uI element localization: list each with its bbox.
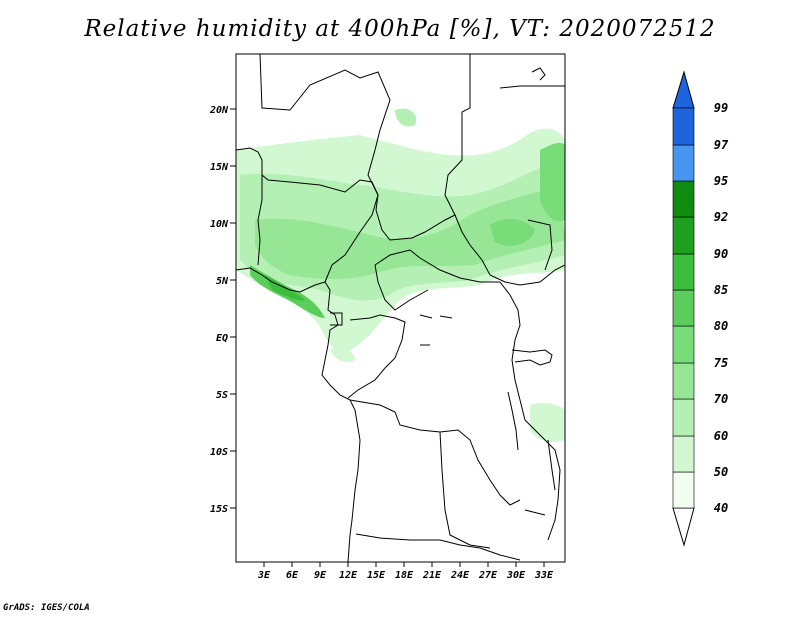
colorbar-segment xyxy=(672,362,695,400)
colorbar-label: 90 xyxy=(714,247,728,261)
humidity-patch-east xyxy=(530,402,565,442)
map-frame xyxy=(235,53,566,563)
colorbar-label: 50 xyxy=(714,465,728,479)
lat-label: 15N xyxy=(210,162,229,173)
zambia-border xyxy=(439,431,491,549)
colorbar-bottom-arrow xyxy=(672,507,695,547)
humidity-patch-gabon xyxy=(330,348,355,362)
eq-guinea-border xyxy=(330,312,343,326)
colorbar-label: 97 xyxy=(714,138,729,152)
cameroon-border xyxy=(374,264,429,311)
car-border xyxy=(374,249,500,283)
nigeria-border xyxy=(324,194,379,283)
lake-kariba xyxy=(524,509,546,516)
lon-label: 6E xyxy=(286,570,299,581)
east-border xyxy=(499,281,561,541)
colorbar-label: 85 xyxy=(714,283,728,297)
lon-ticks xyxy=(263,562,545,567)
lon-label: 15E xyxy=(367,570,386,581)
colorbar-segment xyxy=(672,216,695,255)
colorbar-segment xyxy=(672,144,695,182)
lon-label: 30E xyxy=(506,570,526,581)
grads-credit: GrADS: IGES/COLA xyxy=(3,603,90,613)
colorbar-segment xyxy=(672,107,695,146)
lat-label: 5N xyxy=(216,276,229,287)
colorbar-labels: 40 50 60 70 75 80 85 90 92 95 97 99 xyxy=(714,101,729,515)
borders xyxy=(236,54,565,562)
lon-labels: 3E 6E 9E 12E 15E 18E 21E 24E 27E 30E 33E xyxy=(257,570,554,581)
lake-malawi xyxy=(547,439,556,491)
colorbar-segment xyxy=(672,289,695,327)
sudan-border xyxy=(527,219,553,271)
egypt-border xyxy=(499,85,565,89)
colorbar-label: 70 xyxy=(714,392,728,406)
lon-label: 24E xyxy=(450,570,470,581)
gulf-coast xyxy=(236,267,361,562)
humidity-patch xyxy=(490,218,535,246)
colorbar-label: 40 xyxy=(714,501,728,515)
lat-label: 10S xyxy=(210,447,228,458)
north-border-east xyxy=(444,54,471,216)
sinai-coast xyxy=(531,67,546,81)
lon-label: 33E xyxy=(534,570,554,581)
angola-border xyxy=(349,399,521,506)
colorbar-label: 75 xyxy=(714,356,728,370)
colorbar xyxy=(672,70,695,547)
colorbar-label: 80 xyxy=(714,319,728,333)
lat-ticks xyxy=(230,108,236,509)
lat-label: 5S xyxy=(216,390,228,401)
lat-label: 15S xyxy=(210,504,228,515)
colorbar-segment xyxy=(672,325,695,364)
lon-label: 12E xyxy=(339,570,358,581)
south-border xyxy=(355,533,521,561)
lat-label: 20N xyxy=(209,105,229,116)
humidity-zone-75 xyxy=(540,142,565,222)
colorbar-segment xyxy=(672,471,695,509)
west-border xyxy=(257,175,263,266)
lat-label: EQ xyxy=(216,333,228,344)
sahel-border xyxy=(236,147,565,286)
lake-victoria xyxy=(511,349,553,366)
lat-labels: 20N 15N 10N 5N EQ 5S 10S 15S xyxy=(209,105,229,515)
lat-label: 10N xyxy=(210,219,229,230)
lake-tanganyika xyxy=(507,391,519,451)
lon-label: 27E xyxy=(478,570,498,581)
page-title: Relative humidity at 400hPa [%], VT: 202… xyxy=(84,16,716,42)
humidity-patch-north xyxy=(395,108,417,127)
congo-river xyxy=(419,314,453,346)
colorbar-label: 60 xyxy=(714,429,728,443)
lon-label: 9E xyxy=(314,570,327,581)
colorbar-top-arrow xyxy=(672,70,695,109)
humidity-zone-70 xyxy=(255,185,565,280)
lon-label: 3E xyxy=(257,570,271,581)
colorbar-segment xyxy=(672,398,695,437)
humidity-field xyxy=(236,108,565,442)
colorbar-label: 92 xyxy=(714,210,728,224)
north-border-west xyxy=(236,54,391,196)
congo-border xyxy=(347,314,406,399)
colorbar-label: 99 xyxy=(714,101,728,115)
colorbar-segment xyxy=(672,253,695,291)
colorbar-label: 95 xyxy=(714,174,728,188)
colorbar-segment xyxy=(672,180,695,218)
lon-label: 18E xyxy=(395,570,414,581)
colorbar-segment xyxy=(672,435,695,473)
lon-label: 21E xyxy=(422,570,442,581)
